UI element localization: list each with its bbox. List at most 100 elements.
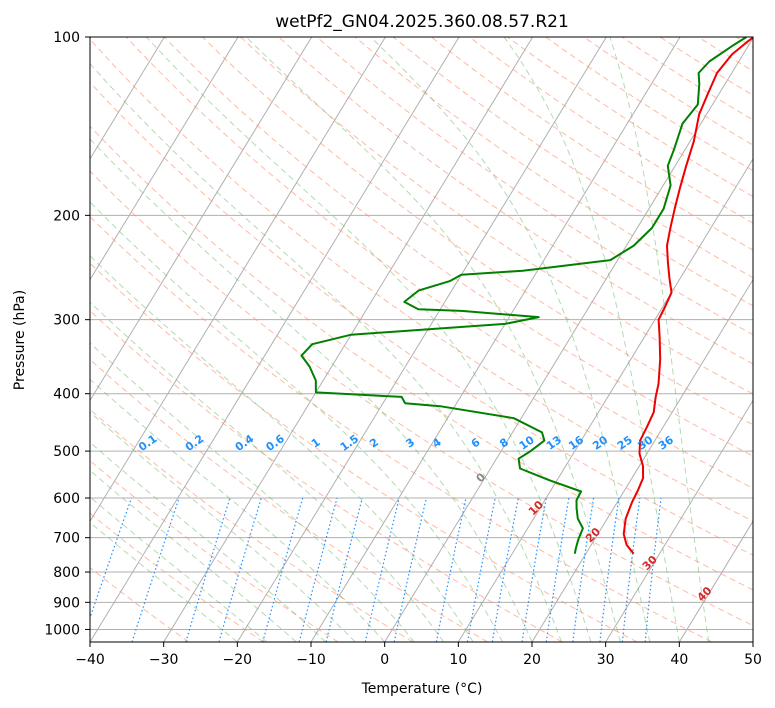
x-tick-label: 0 bbox=[380, 652, 389, 668]
y-tick-label: 900 bbox=[53, 595, 80, 611]
isotherm-label: 40 bbox=[695, 584, 715, 604]
x-axis-label: Temperature (°C) bbox=[361, 681, 483, 697]
dewpoint-profile bbox=[300, 37, 747, 554]
y-tick-label: 800 bbox=[53, 565, 80, 581]
dry-adiabat bbox=[278, 37, 753, 365]
x-axis-ticks: −40 −30 −20 −10 0 10 20 30 40 50 bbox=[75, 642, 762, 668]
mixing-ratio-line bbox=[491, 497, 519, 642]
mixing-ratio-label: 3 bbox=[403, 436, 417, 451]
dry-adiabat bbox=[90, 460, 339, 642]
mixing-ratio-line bbox=[131, 497, 180, 642]
plot-frame bbox=[89, 36, 754, 643]
mixing-ratio-line bbox=[218, 497, 262, 642]
mixing-ratio-line bbox=[90, 497, 132, 620]
isotherm-line bbox=[90, 37, 460, 642]
dry-adiabat bbox=[430, 37, 753, 251]
dry-adiabat bbox=[469, 37, 753, 224]
moist-adiabat bbox=[90, 521, 238, 642]
mixing-ratio-label: 10 bbox=[517, 433, 537, 453]
x-tick-label: −30 bbox=[149, 652, 179, 668]
y-tick-label: 200 bbox=[53, 208, 80, 224]
mixing-ratio-label: 2 bbox=[367, 436, 381, 451]
mixing-ratio-line bbox=[298, 497, 338, 642]
isotherm-label: 30 bbox=[640, 553, 660, 573]
dry-adiabat bbox=[240, 37, 753, 395]
mixing-ratio-label: 13 bbox=[544, 433, 564, 452]
mixing-ratio-line bbox=[545, 497, 570, 642]
moist-adiabat bbox=[90, 255, 474, 642]
x-tick-label: −40 bbox=[75, 652, 105, 668]
dry-adiabat bbox=[90, 566, 190, 642]
x-tick-label: 30 bbox=[597, 652, 615, 668]
isotherm-line bbox=[605, 399, 753, 642]
isotherm-line bbox=[90, 37, 239, 281]
x-tick-label: 10 bbox=[449, 652, 467, 668]
y-axis-ticks: 100 200 300 400 500 600 700 800 900 1000 bbox=[44, 30, 90, 638]
isotherm-line bbox=[531, 278, 753, 642]
moist-adiabat bbox=[90, 138, 533, 642]
dry-adiabat bbox=[507, 37, 753, 198]
moist-adiabat bbox=[146, 37, 592, 642]
mixing-ratio-line bbox=[435, 497, 467, 642]
y-tick-label: 500 bbox=[53, 444, 80, 460]
dry-adiabat bbox=[697, 37, 753, 72]
mixing-ratio-line bbox=[572, 497, 595, 642]
isotherm-line bbox=[384, 37, 753, 642]
moist-adiabat bbox=[609, 37, 710, 642]
isotherm-line bbox=[163, 37, 534, 642]
moist-adiabat bbox=[90, 201, 503, 642]
mixing-ratio-line bbox=[325, 497, 363, 642]
dry-adiabat bbox=[354, 37, 753, 307]
moist-adiabat bbox=[90, 342, 415, 642]
mixing-ratio-line bbox=[621, 497, 641, 642]
dry-adiabat bbox=[90, 408, 414, 642]
data-series bbox=[300, 37, 753, 555]
isotherm-line bbox=[752, 641, 753, 642]
moist-adiabat bbox=[90, 411, 356, 642]
x-tick-label: 20 bbox=[523, 652, 541, 668]
background-lines bbox=[90, 37, 753, 642]
dry-adiabat bbox=[125, 37, 753, 489]
x-tick-label: 50 bbox=[744, 652, 762, 668]
dry-adiabat bbox=[545, 37, 753, 172]
mixing-ratio-label: 16 bbox=[566, 433, 586, 453]
isotherm-line bbox=[90, 37, 165, 160]
mixing-ratio-label: 4 bbox=[430, 435, 444, 450]
isotherm-line bbox=[236, 37, 607, 642]
mixing-ratio-line bbox=[262, 497, 304, 642]
dry-adiabat bbox=[583, 37, 753, 146]
moist-adiabat bbox=[90, 378, 386, 642]
mixing-ratio-label: 25 bbox=[615, 433, 635, 452]
dry-adiabat bbox=[90, 81, 753, 556]
moist-adiabat bbox=[370, 37, 651, 642]
y-axis-label: Pressure (hPa) bbox=[12, 290, 28, 390]
moist-adiabat bbox=[503, 37, 680, 642]
mixing-ratio-line bbox=[364, 497, 400, 642]
mixing-ratio-line bbox=[466, 497, 496, 642]
dry-adiabat bbox=[90, 262, 638, 642]
y-tick-label: 100 bbox=[53, 30, 80, 46]
dry-adiabat bbox=[90, 216, 712, 642]
moist-adiabat bbox=[90, 441, 327, 642]
dry-adiabat bbox=[90, 310, 563, 642]
isotherm-line bbox=[678, 520, 753, 642]
x-tick-label: −20 bbox=[223, 652, 253, 668]
mixing-ratio-label: 20 bbox=[590, 433, 610, 453]
x-tick-label: −10 bbox=[296, 652, 326, 668]
dry-adiabat bbox=[90, 512, 264, 642]
mixing-ratio-label: 1 bbox=[309, 436, 323, 451]
x-tick-label: 40 bbox=[670, 652, 688, 668]
temperature-profile bbox=[622, 37, 753, 555]
dry-adiabat bbox=[202, 37, 753, 426]
mixing-ratio-line bbox=[185, 497, 231, 642]
dry-adiabat bbox=[163, 37, 753, 457]
isotherm-line bbox=[90, 37, 386, 523]
dry-adiabat bbox=[736, 37, 753, 48]
y-tick-label: 400 bbox=[53, 387, 80, 403]
moist-adiabat bbox=[245, 37, 621, 642]
chart-title: wetPf2_GN04.2025.360.08.57.R21 bbox=[275, 12, 569, 32]
mixing-ratio-line bbox=[393, 497, 427, 642]
moist-adiabat bbox=[90, 469, 297, 642]
y-tick-label: 1000 bbox=[44, 622, 80, 638]
